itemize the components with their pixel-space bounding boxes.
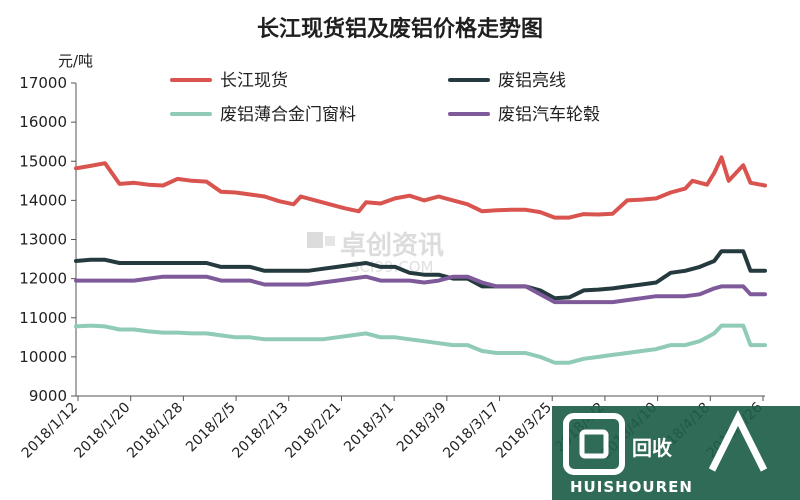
legend-label: 废铝汽车轮毂 xyxy=(498,105,600,125)
y-tick-label: 10000 xyxy=(19,348,67,366)
logo-person-icon xyxy=(708,410,768,472)
y-tick-label: 13000 xyxy=(19,231,67,249)
logo-inner-square-icon xyxy=(579,429,609,459)
y-tick-label: 14000 xyxy=(19,191,67,209)
chart-title: 长江现货铝及废铝价格走势图 xyxy=(257,16,543,42)
x-tick-label: 2018/3/25 xyxy=(493,400,555,462)
x-tick-label: 2018/1/28 xyxy=(124,400,186,462)
y-tick-label: 9000 xyxy=(29,387,67,405)
logo-square-icon xyxy=(563,413,625,475)
x-tick-label: 2018/3/1 xyxy=(341,400,397,456)
y-tick-label: 15000 xyxy=(19,152,67,170)
watermark-main-text: 卓创资讯 xyxy=(340,231,444,261)
y-tick-label: 12000 xyxy=(19,270,67,288)
legend-label: 废铝亮线 xyxy=(498,71,566,91)
series-line-3 xyxy=(74,323,767,365)
x-tick-label: 2018/2/5 xyxy=(183,400,239,456)
y-tick-label: 17000 xyxy=(19,74,67,92)
y-axis-unit: 元/吨 xyxy=(58,52,93,70)
series-line-1 xyxy=(74,155,767,220)
series-line-2 xyxy=(74,249,767,301)
x-tick-label: 2018/2/21 xyxy=(282,400,344,462)
logo-subtext: HUISHOUREN xyxy=(570,478,693,496)
y-tick-label: 11000 xyxy=(19,309,67,327)
legend-label: 长江现货 xyxy=(220,71,288,91)
x-tick-label: 2018/3/17 xyxy=(440,400,502,462)
legend-label: 废铝薄合金门窗料 xyxy=(220,105,356,125)
x-tick-label: 2018/2/13 xyxy=(230,400,292,462)
watermark-logo-icon xyxy=(307,232,323,248)
huishouren-logo: 回收 HUISHOUREN xyxy=(552,406,800,500)
x-tick-label: 2018/1/12 xyxy=(19,400,81,462)
logo-text: 回收 xyxy=(632,436,672,460)
series-line-4 xyxy=(74,274,767,305)
y-tick-label: 16000 xyxy=(19,113,67,131)
series-layer xyxy=(74,155,767,365)
watermark-logo-icon-small xyxy=(325,236,335,246)
x-tick-label: 2018/3/9 xyxy=(394,400,450,456)
x-tick-label: 2018/1/20 xyxy=(71,400,133,462)
